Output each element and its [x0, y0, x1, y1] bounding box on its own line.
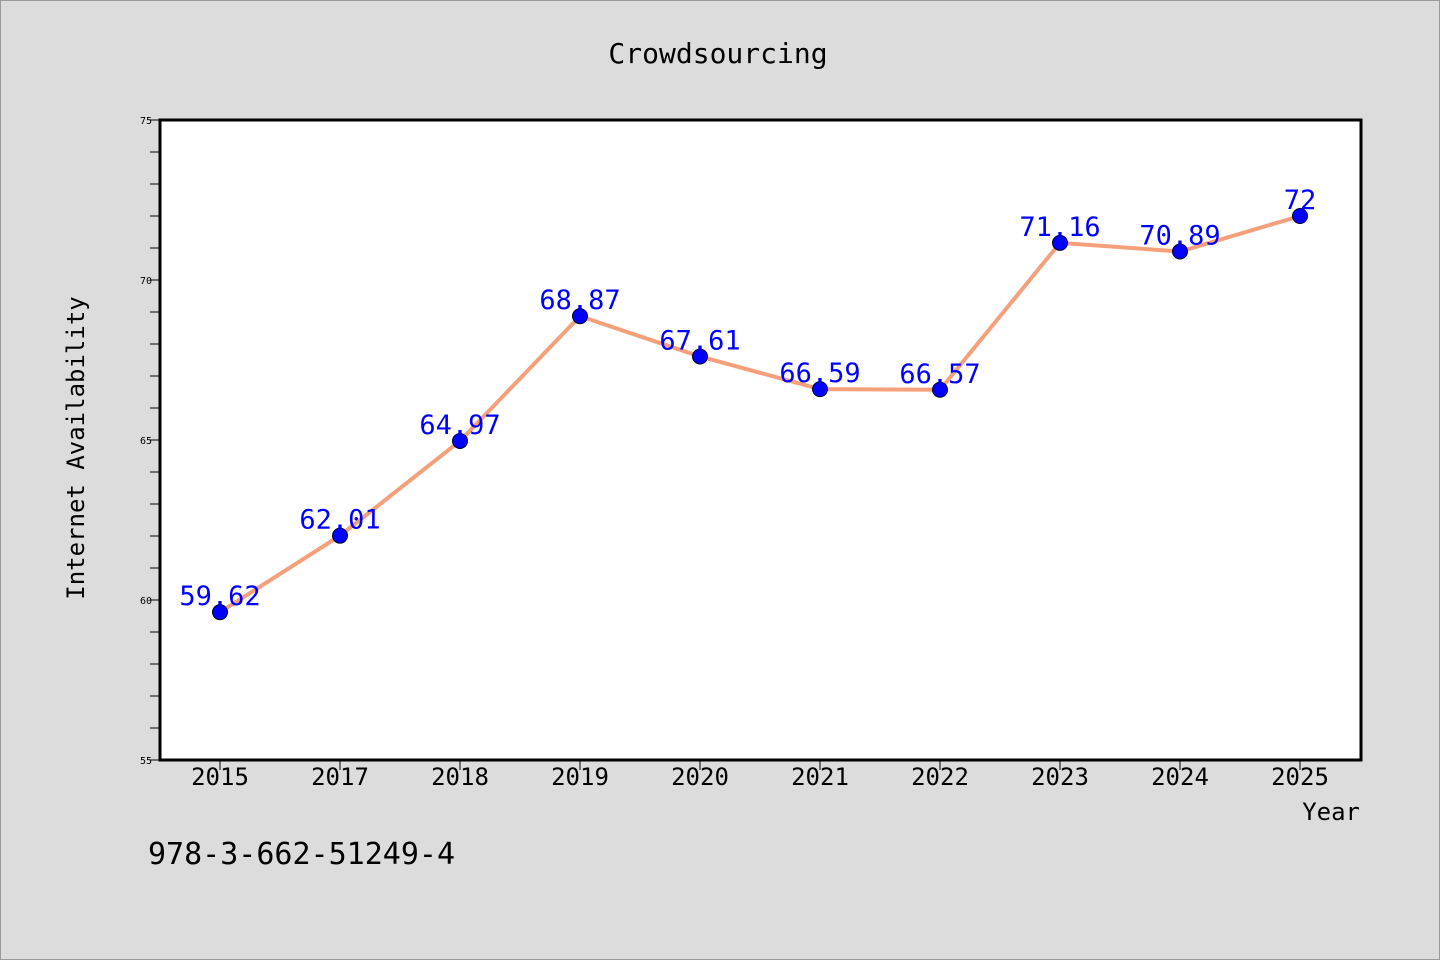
- x-axis-ticks: 2015 2017 2018 2019 2020 2021 2022 2023 2024 2025: [191, 760, 1329, 791]
- x-tick-label: 2019: [551, 763, 609, 791]
- data-point: [692, 348, 708, 365]
- data-label: 68.87: [539, 285, 620, 316]
- x-tick-label: 2021: [791, 763, 849, 791]
- x-tick-label: 2025: [1271, 763, 1329, 791]
- x-tick-label: 2022: [911, 763, 969, 791]
- y-tick-label: 60: [140, 596, 152, 607]
- x-tick-label: 2015: [191, 763, 249, 791]
- series-line: [218, 214, 1301, 614]
- y-tick-label: 65: [140, 436, 152, 447]
- x-tick-label: 2017: [311, 763, 369, 791]
- y-tick-label: 70: [140, 276, 152, 287]
- x-tick-label: 2020: [671, 763, 729, 791]
- data-point: [332, 527, 348, 544]
- y-axis-ticks: 55 60 65 70 75: [140, 116, 160, 767]
- data-label: 62.01: [299, 505, 380, 536]
- y-tick-label: 55: [140, 756, 152, 767]
- data-label: 72: [1284, 185, 1317, 216]
- data-label: 66.59: [779, 358, 860, 389]
- data-point: [572, 308, 588, 325]
- data-label: 59.62: [179, 581, 260, 612]
- data-label: 67.61: [659, 325, 740, 356]
- data-point: [1172, 243, 1188, 260]
- y-tick-label: 75: [140, 116, 152, 127]
- data-point: [932, 381, 948, 398]
- data-point: [212, 604, 228, 621]
- x-tick-label: 2018: [431, 763, 489, 791]
- data-label: 66.57: [899, 359, 980, 390]
- series-layer: 59.62 62.01 64.97 68.87 67.61 66.59 66.57 71.16…: [179, 185, 1317, 621]
- y-axis-label: Internet Availability: [62, 296, 90, 599]
- data-point: [452, 432, 468, 449]
- data-point: [1052, 234, 1068, 251]
- data-point: [812, 381, 828, 398]
- data-label: 64.97: [419, 410, 500, 441]
- chart-title: Crowdsourcing: [608, 37, 827, 70]
- x-tick-label: 2023: [1031, 763, 1089, 791]
- data-point: [1292, 208, 1308, 224]
- data-label: 70.89: [1139, 221, 1220, 252]
- plot-area: [158, 118, 1363, 762]
- x-axis-label: Year: [1302, 798, 1360, 826]
- data-label: 71.16: [1019, 212, 1100, 243]
- isbn-annotation: 978-3-662-51249-4: [148, 837, 455, 872]
- x-tick-label: 2024: [1151, 763, 1209, 791]
